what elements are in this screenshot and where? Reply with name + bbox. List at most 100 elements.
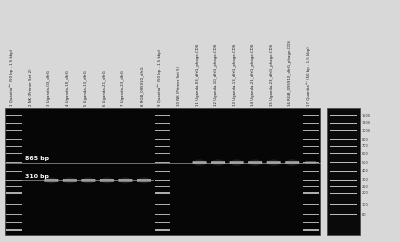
Bar (6, 115, 22, 116)
Bar (330, 171, 357, 172)
FancyBboxPatch shape (230, 161, 244, 164)
Bar (155, 139, 170, 140)
Bar (155, 145, 170, 147)
Bar (6, 192, 22, 194)
Bar (303, 229, 319, 231)
Bar (303, 171, 319, 172)
Text: 1500: 1500 (362, 114, 371, 118)
Bar (6, 180, 22, 181)
Bar (155, 186, 170, 187)
Ellipse shape (64, 177, 76, 183)
Bar (6, 186, 22, 187)
Bar (303, 214, 319, 215)
FancyBboxPatch shape (63, 179, 77, 182)
Text: 1 Quantiaᵗᵇᶜ (50 bp - 1.5 kbp): 1 Quantiaᵗᵇᶜ (50 bp - 1.5 kbp) (9, 49, 14, 106)
Bar (155, 130, 170, 131)
Text: 13 Uganda-13_dfrG_phage-CDS: 13 Uganda-13_dfrG_phage-CDS (233, 44, 237, 106)
Bar (303, 180, 319, 181)
Bar (330, 162, 357, 163)
Bar (330, 193, 357, 194)
Bar (6, 204, 22, 205)
Bar (330, 123, 357, 124)
Bar (155, 229, 170, 231)
Text: 100: 100 (362, 203, 369, 206)
Text: 700: 700 (362, 144, 369, 148)
Bar (303, 186, 319, 187)
Text: 1000: 1000 (362, 129, 371, 133)
Text: 7 Uganda-23_dfrG: 7 Uganda-23_dfrG (122, 70, 126, 106)
Bar (330, 204, 357, 205)
Ellipse shape (45, 177, 57, 183)
Ellipse shape (138, 177, 150, 183)
Bar (303, 222, 319, 223)
Text: 14 Uganda-21_dfrG_phage-CDS: 14 Uganda-21_dfrG_phage-CDS (251, 44, 255, 106)
Text: 250: 250 (362, 185, 369, 189)
Bar (303, 192, 319, 194)
Bar (330, 214, 357, 215)
Text: 8 RGB_095910_dfrG: 8 RGB_095910_dfrG (140, 66, 144, 106)
Bar (330, 130, 357, 131)
Text: 3 Uganda-03_dfrG: 3 Uganda-03_dfrG (47, 70, 51, 106)
Text: 200: 200 (362, 191, 369, 195)
Text: 600: 600 (362, 152, 369, 156)
Bar (155, 214, 170, 215)
Bar (303, 123, 319, 124)
Text: 11 Uganda-03_dfrG_phage-CDS: 11 Uganda-03_dfrG_phage-CDS (196, 44, 200, 106)
Bar (6, 130, 22, 131)
Text: 310 bp: 310 bp (25, 174, 49, 179)
Text: 800: 800 (362, 138, 369, 142)
Bar (330, 153, 357, 154)
Bar (6, 153, 22, 154)
Ellipse shape (194, 159, 206, 166)
Ellipse shape (212, 159, 224, 166)
Ellipse shape (268, 159, 280, 166)
Bar (155, 123, 170, 124)
Bar (330, 180, 357, 181)
Text: 300: 300 (362, 178, 369, 182)
Bar (6, 229, 22, 231)
FancyBboxPatch shape (211, 161, 225, 164)
Ellipse shape (120, 177, 132, 183)
Bar (327, 108, 360, 235)
Ellipse shape (249, 159, 261, 166)
Bar (155, 171, 170, 172)
Text: 865 bp: 865 bp (25, 156, 49, 161)
Bar (303, 204, 319, 205)
Text: 15 Uganda-23_dfrG_phage-CDS: 15 Uganda-23_dfrG_phage-CDS (270, 44, 274, 106)
Text: 5 Uganda-13_dfrG: 5 Uganda-13_dfrG (84, 70, 88, 106)
Text: 4 Uganda-10_dfrG: 4 Uganda-10_dfrG (66, 70, 70, 106)
Text: 17 Quantiaᵗᵇᶜ (50 bp - 1.5 kbp): 17 Quantiaᵗᵇᶜ (50 bp - 1.5 kbp) (306, 46, 311, 106)
Text: 16 RGB_095910_dfrG_phage-CDS: 16 RGB_095910_dfrG_phage-CDS (288, 40, 292, 106)
Bar (6, 222, 22, 223)
Bar (155, 162, 170, 163)
FancyBboxPatch shape (285, 161, 299, 164)
Bar (155, 180, 170, 181)
Bar (5, 108, 320, 235)
Ellipse shape (286, 159, 298, 166)
Bar (330, 186, 357, 187)
FancyBboxPatch shape (100, 179, 114, 182)
Bar (330, 139, 357, 140)
Bar (330, 115, 357, 116)
FancyBboxPatch shape (192, 161, 206, 164)
FancyBboxPatch shape (137, 179, 151, 182)
Text: 400: 400 (362, 169, 369, 174)
Bar (303, 153, 319, 154)
Bar (303, 115, 319, 116)
Bar (330, 146, 357, 147)
FancyBboxPatch shape (118, 179, 132, 182)
Text: 500: 500 (362, 161, 369, 165)
Text: 10 NK (Primer Set 5): 10 NK (Primer Set 5) (177, 66, 181, 106)
Bar (6, 162, 22, 163)
FancyBboxPatch shape (267, 161, 281, 164)
Bar (155, 153, 170, 154)
Bar (6, 214, 22, 215)
Text: 12 Uganda-10_dfrG_phage-CDS: 12 Uganda-10_dfrG_phage-CDS (214, 44, 218, 106)
Bar (155, 192, 170, 194)
Bar (6, 171, 22, 172)
Text: 1200: 1200 (362, 121, 371, 125)
Ellipse shape (82, 177, 94, 183)
Text: 2 NK (Primer Set 2): 2 NK (Primer Set 2) (29, 68, 33, 106)
Ellipse shape (231, 159, 243, 166)
Text: 9 Quantiaᵗᵇᶜ (50 bp - 1.5 kbp): 9 Quantiaᵗᵇᶜ (50 bp - 1.5 kbp) (158, 49, 162, 106)
